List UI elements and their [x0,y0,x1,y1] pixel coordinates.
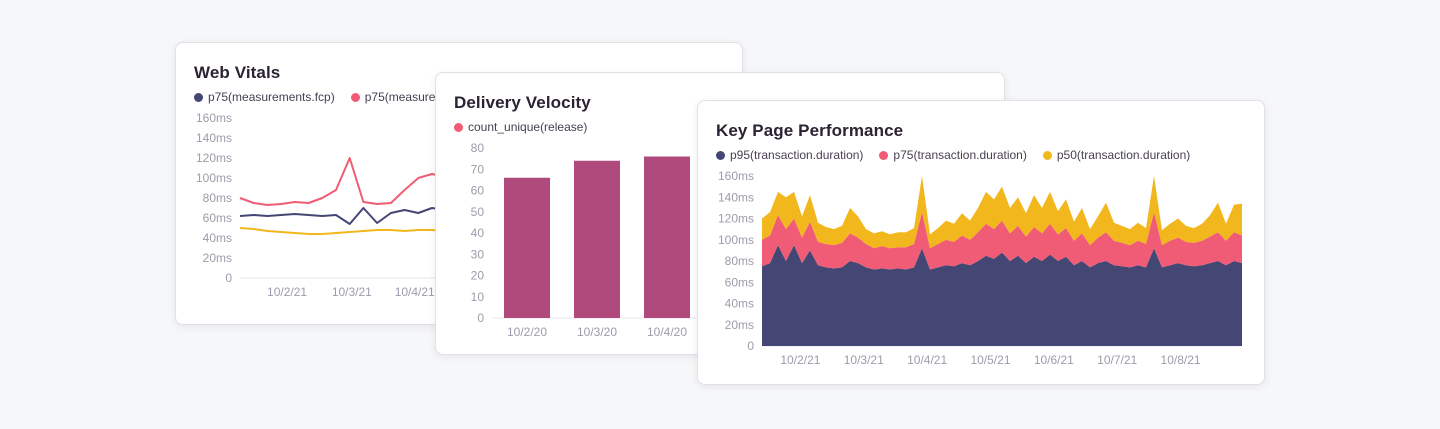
legend-label: p95(transaction.duration) [730,148,864,162]
svg-text:10/3/21: 10/3/21 [844,353,884,367]
legend-dot-icon [716,150,725,160]
svg-text:10/3/21: 10/3/21 [332,285,372,299]
svg-text:80ms: 80ms [725,254,754,268]
svg-text:60: 60 [471,184,485,198]
svg-text:10/3/20: 10/3/20 [577,325,617,339]
svg-text:10: 10 [471,290,485,304]
svg-text:10/5/21: 10/5/21 [970,353,1010,367]
svg-text:140ms: 140ms [718,190,754,204]
card-title-web-vitals: Web Vitals [194,63,281,82]
svg-text:120ms: 120ms [718,212,754,226]
delivery-velocity-bar-chart[interactable]: 0 10 20 30 40 50 60 70 80 10/2/20 10/3/20 10/4/20 [452,142,990,342]
svg-text:10/4/21: 10/4/21 [907,353,947,367]
svg-text:10/8/21: 10/8/21 [1161,353,1201,367]
svg-text:40ms: 40ms [203,231,232,245]
legend-item[interactable]: p75(measurements.fcp) [194,90,335,104]
svg-text:140ms: 140ms [196,131,232,145]
legend-label: count_unique(release) [468,120,588,134]
legend-key-page-performance: p95(transaction.duration) p75(transaction… [716,148,1246,162]
svg-text:10/7/21: 10/7/21 [1097,353,1137,367]
legend-dot-icon [1042,150,1052,160]
svg-text:60ms: 60ms [725,275,754,289]
legend-dot-icon [350,92,360,102]
svg-text:20: 20 [471,269,485,283]
svg-text:120ms: 120ms [196,151,232,165]
svg-text:10/2/20: 10/2/20 [507,325,547,339]
legend-label: p75(transaction.duration) [893,148,1027,162]
legend-dot-icon [454,122,463,132]
svg-text:10/4/21: 10/4/21 [395,285,435,299]
svg-text:100ms: 100ms [196,171,232,185]
svg-text:0: 0 [225,271,232,285]
svg-text:60ms: 60ms [203,211,232,225]
card-title-delivery-velocity: Delivery Velocity [454,93,591,112]
svg-text:10/2/21: 10/2/21 [780,353,820,367]
legend-label: p75(measurements.fcp) [208,90,335,104]
legend-dot-icon [194,92,203,102]
legend-label: p50(transaction.duration) [1056,148,1191,162]
svg-text:70: 70 [471,162,485,176]
chart-card-key-page-performance[interactable]: Key Page Performance p95(transaction.dur… [697,100,1265,385]
svg-text:80ms: 80ms [203,191,232,205]
svg-text:40ms: 40ms [725,297,754,311]
svg-text:10/4/20: 10/4/20 [647,325,687,339]
svg-text:160ms: 160ms [718,170,754,183]
legend-item[interactable]: p95(transaction.duration) [716,148,863,162]
svg-text:20ms: 20ms [203,251,232,265]
svg-text:100ms: 100ms [718,233,754,247]
svg-text:160ms: 160ms [196,112,232,125]
legend-item[interactable]: count_unique(release) [454,120,587,134]
svg-text:10/2/21: 10/2/21 [267,285,307,299]
key-page-performance-area-chart[interactable]: 0 20ms 40ms 60ms 80ms 100ms 120ms 140ms 160ms 10/… [714,170,1250,370]
legend-delivery-velocity: count_unique(release) [454,120,986,134]
svg-text:80: 80 [471,142,485,155]
legend-dot-icon [879,150,889,160]
svg-text:20ms: 20ms [725,318,754,332]
svg-text:10/6/21: 10/6/21 [1034,353,1074,367]
svg-text:40: 40 [471,226,485,240]
svg-text:0: 0 [477,311,484,325]
legend-item[interactable]: p75(transaction.duration) [879,148,1027,162]
legend-item[interactable]: p50(transaction.duration) [1042,148,1191,162]
svg-text:0: 0 [747,339,754,353]
svg-text:50: 50 [471,205,485,219]
card-title-key-page-performance: Key Page Performance [716,121,904,140]
svg-text:30: 30 [471,247,485,261]
